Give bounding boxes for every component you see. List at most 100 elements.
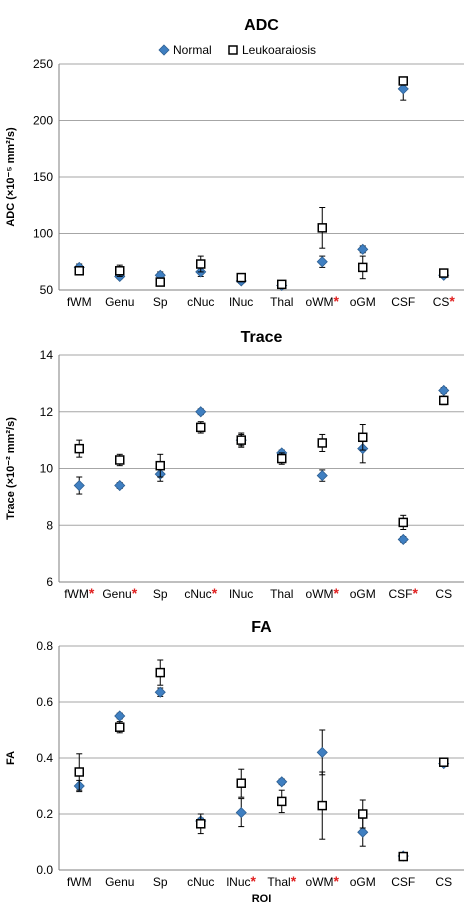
x-tick-label: Genu*: [102, 585, 137, 601]
x-tick-label: Thal: [270, 295, 293, 309]
data-point-normal: [114, 479, 126, 492]
y-tick-label: 0.4: [36, 751, 53, 765]
x-tick-label-text: Genu: [105, 875, 134, 889]
y-tick-label: 100: [33, 227, 53, 241]
data-point-normal: [357, 826, 369, 838]
data-point-leukoaraiosis: [115, 266, 125, 276]
significance-asterisk: *: [413, 585, 419, 601]
x-tick-label-text: CSF: [391, 295, 415, 309]
x-tick-label-text: cNuc: [187, 875, 214, 889]
data-point-normal: [357, 243, 369, 255]
data-point-leukoaraiosis: [317, 800, 327, 811]
x-tick-label-text: Genu: [105, 295, 134, 309]
data-point-leukoaraiosis: [317, 223, 327, 233]
x-tick-label: cNuc: [187, 875, 214, 889]
data-point-leukoaraiosis: [155, 460, 165, 471]
x-tick-label: CSF*: [389, 585, 419, 601]
x-axis-label: ROI: [252, 893, 272, 905]
y-axis-label: FA: [5, 751, 17, 765]
legend-label-leukoaraiosis: Leukoaraiosis: [242, 43, 316, 57]
data-point-leukoaraiosis: [74, 767, 84, 777]
x-tick-label-text: CS: [435, 875, 452, 889]
significance-asterisk: *: [449, 293, 455, 309]
x-tick-label: CSF: [391, 875, 415, 889]
data-point-normal: [316, 256, 328, 268]
x-tick-label: CS: [435, 587, 452, 601]
x-tick-label-text: lNuc: [229, 587, 253, 601]
x-tick-label-text: cNuc: [184, 587, 211, 601]
data-point-leukoaraiosis: [74, 266, 84, 276]
data-point-normal: [73, 479, 85, 492]
x-tick-label: oWM*: [306, 293, 340, 309]
data-point-leukoaraiosis: [236, 272, 246, 283]
data-point-leukoaraiosis: [155, 277, 165, 287]
data-point-leukoaraiosis: [439, 757, 449, 767]
significance-asterisk: *: [334, 293, 340, 309]
x-tick-label: CSF: [391, 295, 415, 309]
data-point-leukoaraiosis: [155, 667, 165, 678]
x-tick-label: CS: [435, 875, 452, 889]
significance-asterisk: *: [334, 585, 340, 601]
y-tick-label: 50: [40, 283, 54, 297]
data-point-normal: [154, 686, 166, 698]
x-tick-label: oWM*: [306, 873, 340, 889]
x-tick-label: oGM: [350, 295, 376, 309]
x-tick-label: fWM*: [64, 585, 95, 601]
x-tick-label: Genu: [105, 295, 134, 309]
y-tick-label: 14: [40, 348, 54, 362]
data-point-normal: [438, 384, 450, 397]
y-tick-label: 6: [46, 575, 53, 589]
chart-title-1: Trace: [241, 329, 283, 346]
significance-asterisk: *: [212, 585, 218, 601]
x-tick-label: Sp: [153, 875, 168, 889]
y-tick-label: 150: [33, 170, 53, 184]
chart-title-0: ADC: [244, 17, 279, 34]
data-point-leukoaraiosis: [196, 819, 206, 829]
x-tick-label: oWM*: [306, 585, 340, 601]
y-axis-label: Trace (×10⁻² mm²/s): [5, 417, 17, 520]
data-point-leukoaraiosis: [358, 262, 368, 273]
x-tick-label-text: Sp: [153, 587, 168, 601]
x-tick-label-text: oWM: [306, 875, 334, 889]
x-tick-label-text: Thal: [270, 587, 293, 601]
x-tick-label-text: CS: [433, 295, 450, 309]
x-tick-label-text: CS: [435, 587, 452, 601]
x-tick-label-text: lNuc: [227, 875, 251, 889]
significance-asterisk: *: [132, 585, 138, 601]
x-tick-label-text: oGM: [350, 875, 376, 889]
data-point-normal: [195, 406, 207, 418]
data-point-leukoaraiosis: [277, 453, 287, 464]
x-tick-label: lNuc*: [227, 873, 257, 889]
x-tick-label-text: CSF: [391, 875, 415, 889]
x-tick-label: oGM: [350, 875, 376, 889]
x-tick-label-text: fWM: [64, 587, 89, 601]
data-point-leukoaraiosis: [358, 432, 368, 443]
data-point-leukoaraiosis: [358, 809, 368, 819]
data-point-normal: [397, 533, 409, 546]
x-tick-label-text: lNuc: [229, 295, 253, 309]
data-point-normal: [316, 470, 328, 482]
data-point-leukoaraiosis: [196, 259, 206, 269]
data-point-normal: [235, 807, 247, 819]
y-tick-label: 200: [33, 114, 53, 128]
x-tick-label: lNuc: [229, 587, 253, 601]
data-point-leukoaraiosis: [277, 796, 287, 807]
data-point-leukoaraiosis: [74, 443, 84, 454]
x-tick-label: Sp: [153, 295, 168, 309]
data-point-leukoaraiosis: [317, 438, 327, 448]
data-point-leukoaraiosis: [115, 455, 125, 465]
data-point-leukoaraiosis: [398, 851, 408, 862]
significance-asterisk: *: [334, 873, 340, 889]
data-point-leukoaraiosis: [439, 395, 449, 406]
y-tick-label: 0.0: [36, 863, 53, 877]
x-tick-label-text: CSF: [389, 587, 413, 601]
y-axis-label: ADC (×10⁻⁵ mm²/s): [5, 127, 17, 227]
x-tick-label-text: oGM: [350, 295, 376, 309]
data-point-normal: [276, 776, 288, 788]
x-tick-label: lNuc: [229, 295, 253, 309]
legend-marker-normal: [158, 44, 170, 56]
data-point-normal: [316, 746, 328, 758]
x-tick-label-text: Thal: [270, 295, 293, 309]
y-tick-label: 0.6: [36, 695, 53, 709]
